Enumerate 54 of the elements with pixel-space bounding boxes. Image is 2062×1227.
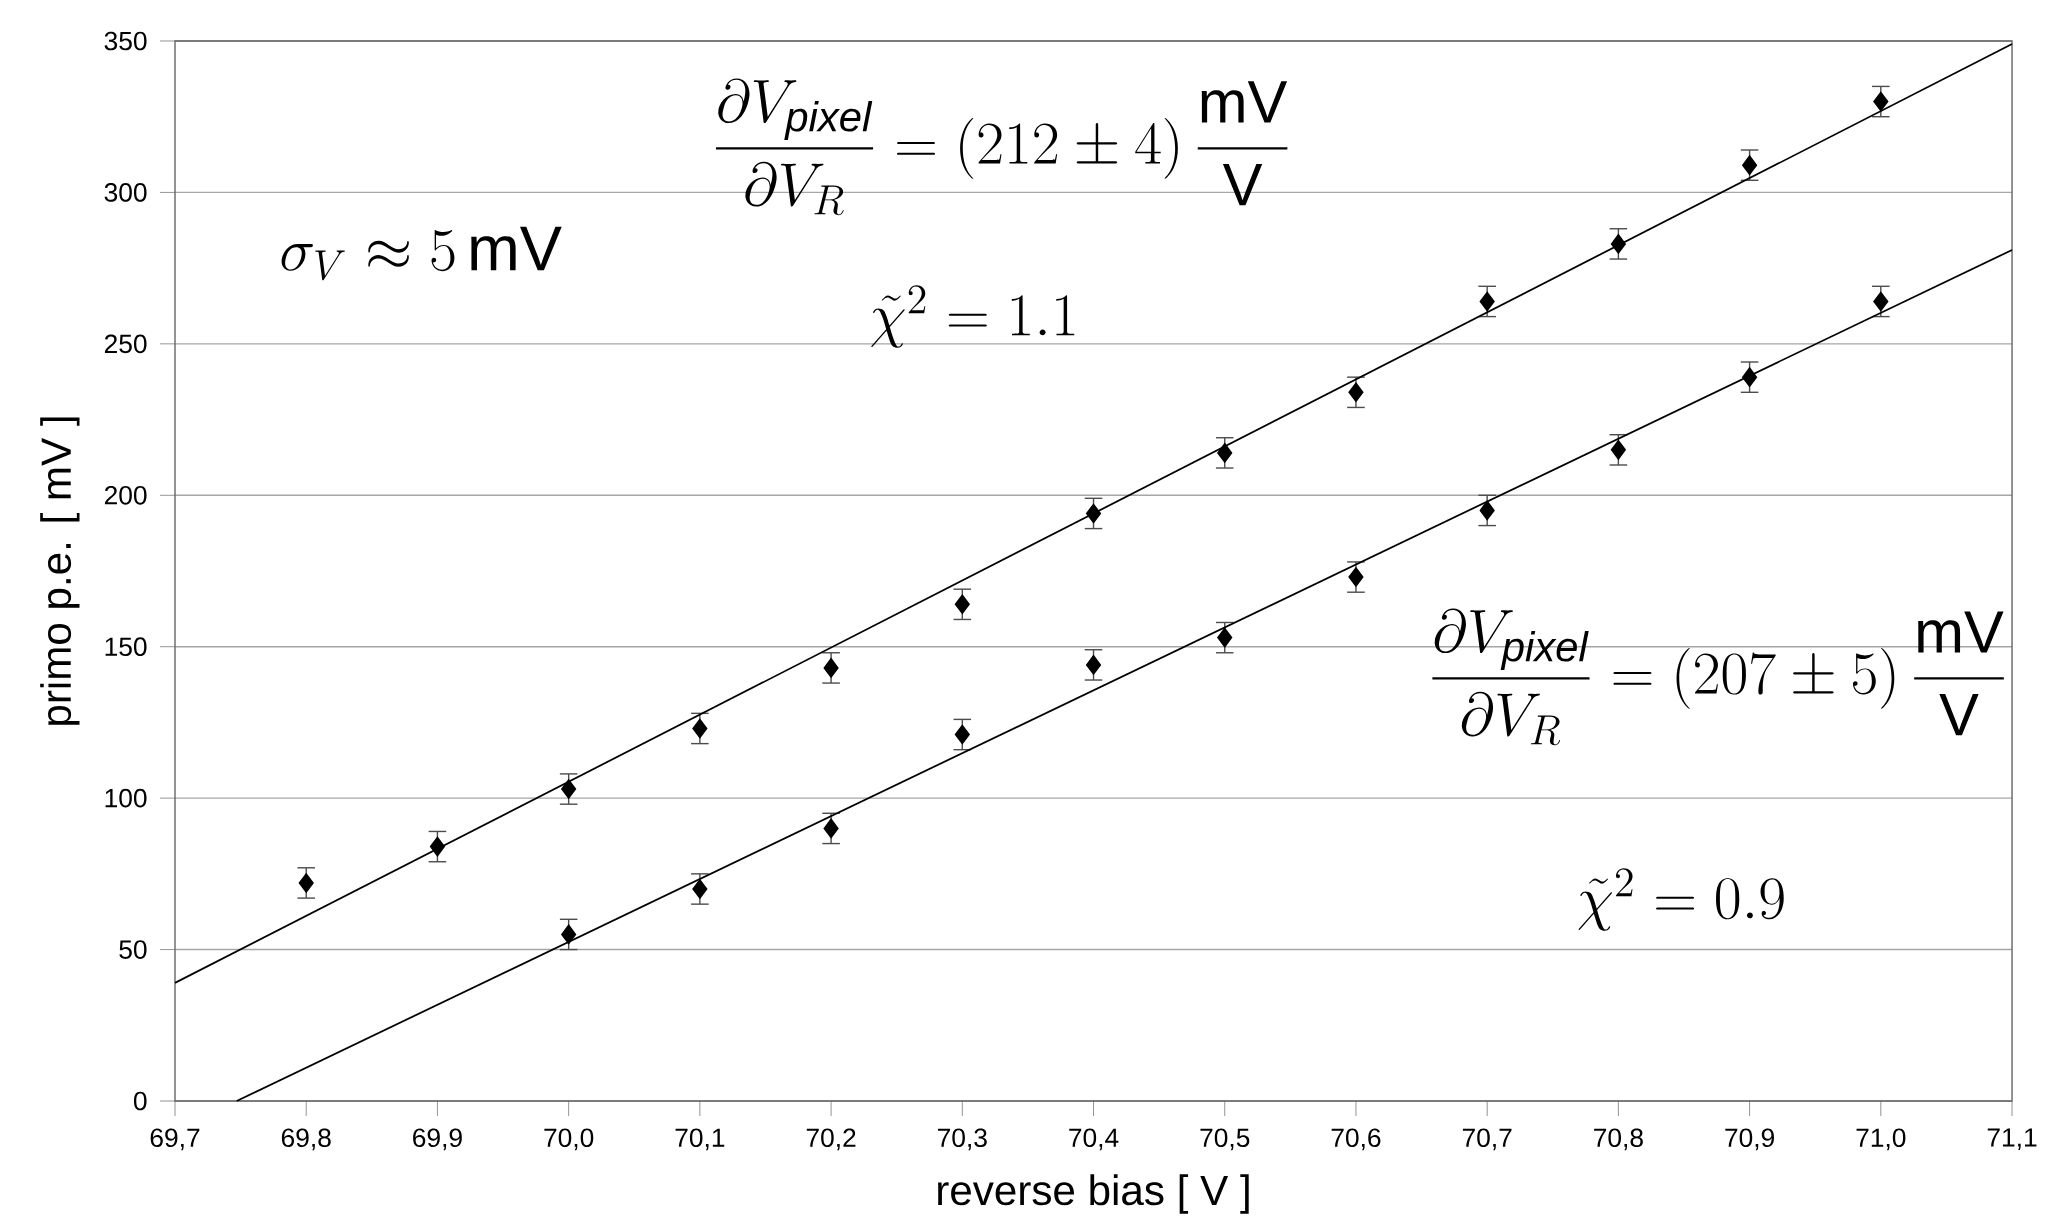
point bbox=[1348, 567, 1364, 587]
y-tick-label: 250 bbox=[104, 334, 147, 354]
point bbox=[954, 724, 970, 745]
annotation: $\sigma_V \approx 5\,\mathrm{mV}$ bbox=[281, 226, 562, 281]
x-tick-label: 70,6 bbox=[1331, 1128, 1381, 1151]
point bbox=[561, 779, 577, 799]
point bbox=[298, 873, 314, 893]
point bbox=[429, 836, 446, 857]
point bbox=[1873, 91, 1889, 112]
y-tick-label: 0 bbox=[133, 1091, 147, 1111]
point bbox=[1348, 382, 1364, 403]
x-tick-label: 70,0 bbox=[544, 1128, 594, 1151]
point bbox=[692, 879, 708, 899]
x-tick-label: 70,4 bbox=[1069, 1128, 1119, 1151]
y-tick-label: 200 bbox=[104, 485, 147, 505]
point bbox=[692, 718, 708, 739]
y-tick-label: 300 bbox=[104, 183, 147, 202]
x-tick-label: 69,8 bbox=[281, 1128, 331, 1151]
annotation: $\tilde{\chi}^2 = 0.9$ bbox=[1578, 868, 1784, 931]
x-tick-label: 70,2 bbox=[806, 1128, 856, 1151]
point bbox=[1085, 503, 1102, 524]
y-tick-label: 350 bbox=[104, 31, 147, 51]
annotation: $\dfrac{\partial V_{\mathit{pixel}}}{\partial V_R} = (207 \pm 5)\,\dfrac{\mathrm{mV}}{\mathrm{V}}$ bbox=[1432, 608, 2004, 746]
annotation: $\dfrac{\partial V_{\mathit{pixel}}}{\partial V_R} = (212 \pm 4)\,\dfrac{\mathrm{mV}}{\mathrm{V}}$ bbox=[715, 78, 1288, 216]
point bbox=[1479, 500, 1495, 521]
y-tick-label: 50 bbox=[119, 940, 147, 959]
point bbox=[823, 658, 839, 678]
x-tick-label: 71,1 bbox=[1987, 1128, 2037, 1150]
y-tick-label: 100 bbox=[105, 788, 147, 808]
y-tick-label: 150 bbox=[105, 637, 147, 657]
point bbox=[1742, 155, 1758, 175]
annotation: $\tilde{\chi}^2 = 1.1$ bbox=[871, 285, 1075, 348]
point bbox=[1610, 234, 1626, 254]
point bbox=[561, 924, 577, 945]
x-tick-label: 70,8 bbox=[1594, 1128, 1643, 1151]
point bbox=[1873, 291, 1889, 312]
x-tick-label: 70,9 bbox=[1725, 1128, 1774, 1151]
point bbox=[1742, 367, 1758, 388]
x-tick-label: 70,7 bbox=[1462, 1128, 1512, 1151]
point bbox=[1217, 443, 1233, 463]
x-tick-label: 70,1 bbox=[675, 1128, 725, 1151]
x-tick-label: 70,5 bbox=[1200, 1128, 1250, 1151]
x-tick-label: 71,0 bbox=[1856, 1128, 1906, 1151]
point bbox=[954, 594, 970, 615]
y-axis-title: primo p.e. [ mV ] bbox=[40, 417, 80, 725]
x-tick-label: 69,7 bbox=[150, 1128, 200, 1151]
x-tick-label: 69,9 bbox=[413, 1128, 462, 1151]
x-axis-title: reverse bias [ V ] bbox=[938, 1174, 1249, 1214]
point bbox=[1085, 655, 1102, 675]
point bbox=[823, 818, 839, 839]
point bbox=[1479, 291, 1495, 312]
x-tick-label: 70,3 bbox=[938, 1128, 987, 1151]
point bbox=[1610, 440, 1626, 460]
point bbox=[1217, 627, 1233, 648]
